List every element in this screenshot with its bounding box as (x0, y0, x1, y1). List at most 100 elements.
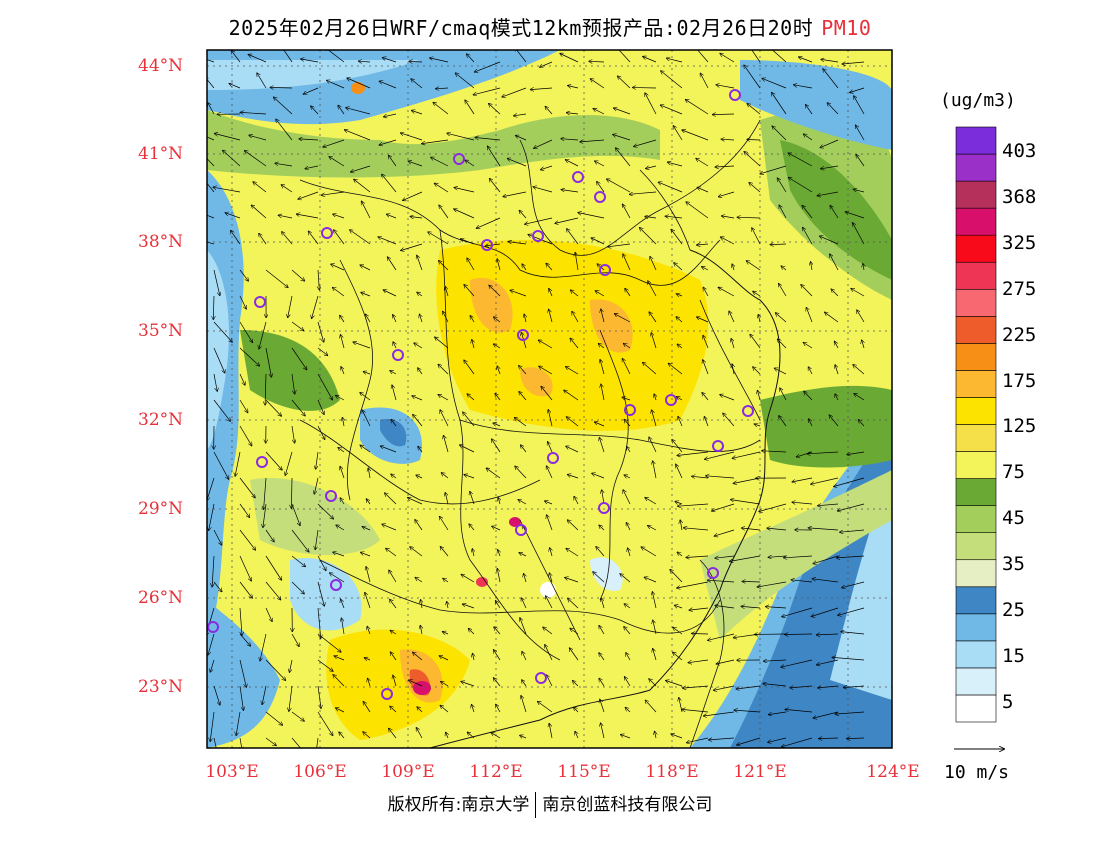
wind-arrow (655, 731, 656, 739)
wind-arrow (812, 579, 839, 583)
wind-arrow (842, 581, 865, 588)
wind-arrow (447, 602, 448, 609)
lon-tick: 118°E (645, 762, 699, 782)
wind-arrow (525, 217, 553, 224)
wind-arrow (438, 364, 449, 375)
wind-arrow (601, 723, 605, 739)
wind-arrow (362, 201, 371, 219)
wind-arrow (821, 59, 839, 63)
wind-arrow (390, 599, 397, 609)
wind-arrow (340, 467, 345, 479)
wind-arrow (838, 503, 865, 511)
wind-arrow (270, 87, 293, 88)
wind-arrow (714, 529, 735, 536)
wind-arrow (333, 214, 345, 219)
wind-arrow (329, 157, 345, 167)
lon-tick: 109°E (381, 762, 435, 782)
wind-arrow (291, 737, 301, 748)
wind-arrow (825, 312, 839, 323)
wind-arrow (769, 711, 787, 715)
wind-arrow (494, 627, 501, 635)
wind-arrow (708, 633, 735, 640)
wind-arrow (677, 581, 709, 588)
wind-arrow (240, 737, 242, 748)
wind-arrow (565, 578, 579, 583)
wind-arrow (524, 314, 526, 323)
wind-arrow (215, 134, 241, 141)
wind-arrow (524, 574, 526, 583)
wind-arrow (235, 451, 241, 476)
wind-arrow (747, 104, 761, 115)
wind-arrow (649, 437, 657, 453)
wind-arrow (207, 477, 215, 500)
city-marker (624, 404, 636, 416)
wind-arrow (445, 287, 449, 297)
wind-arrow (341, 335, 345, 349)
wind-arrow (213, 187, 241, 193)
wind-arrow (467, 258, 475, 271)
wind-arrow (564, 390, 579, 401)
wind-arrow (539, 366, 553, 375)
wind-arrow (297, 214, 319, 219)
wind-arrow (519, 366, 527, 375)
wind-arrow (781, 659, 813, 667)
wind-arrow (366, 567, 371, 583)
wind-arrow (804, 134, 813, 141)
wind-arrow (236, 711, 241, 735)
wind-arrow (522, 680, 527, 687)
wind-arrow (239, 529, 255, 550)
wind-arrow (599, 653, 605, 661)
wind-arrow (591, 238, 605, 245)
wind-arrow (574, 707, 579, 713)
wind-arrow (732, 364, 734, 375)
wind-arrow (495, 394, 501, 401)
wind-arrow (607, 179, 631, 193)
wind-arrow (265, 607, 272, 621)
colorbar-label: 275 (1002, 278, 1037, 300)
wind-arrow (439, 261, 449, 271)
wind-arrow (265, 269, 288, 287)
wind-arrow (651, 333, 657, 349)
wind-arrow (549, 724, 553, 739)
wind-arrow (431, 157, 449, 167)
wind-arrow (378, 237, 397, 245)
wind-arrow (317, 425, 325, 439)
wind-arrow (522, 264, 527, 271)
wind-arrow (470, 316, 475, 323)
wind-arrow (547, 675, 553, 687)
city-marker (256, 456, 268, 468)
wind-arrow (291, 373, 295, 394)
wind-arrow (692, 634, 709, 635)
wind-arrow (291, 269, 305, 281)
wind-arrow (476, 217, 501, 228)
wind-arrow (207, 136, 215, 141)
wind-arrow (623, 254, 631, 271)
wind-arrow (645, 700, 657, 713)
wind-arrow (785, 709, 813, 713)
wind-arrow (731, 339, 735, 349)
wind-arrow (842, 62, 865, 64)
colorbar-label: 75 (1002, 461, 1025, 483)
wind-arrow (461, 239, 475, 245)
wind-arrow (627, 447, 630, 453)
wind-arrow (213, 295, 214, 319)
wind-arrow (213, 373, 217, 391)
wind-arrow (278, 215, 293, 219)
wind-arrow (365, 314, 371, 323)
wind-arrow (412, 396, 423, 401)
wind-arrow (737, 217, 761, 218)
wind-arrow (414, 343, 423, 349)
colorbar-label: 5 (1002, 691, 1014, 713)
wind-arrow (832, 657, 865, 661)
wind-arrow (497, 366, 500, 375)
wind-arrow (475, 138, 501, 141)
wind-arrow (722, 216, 735, 218)
wind-arrow (496, 704, 501, 713)
wind-arrow (754, 424, 761, 426)
wind-arrow (435, 183, 449, 193)
wind-arrow (473, 654, 475, 661)
wind-arrow (262, 685, 267, 705)
wind-arrow (789, 178, 813, 193)
graticule (207, 50, 892, 748)
wind-arrow (334, 230, 345, 245)
